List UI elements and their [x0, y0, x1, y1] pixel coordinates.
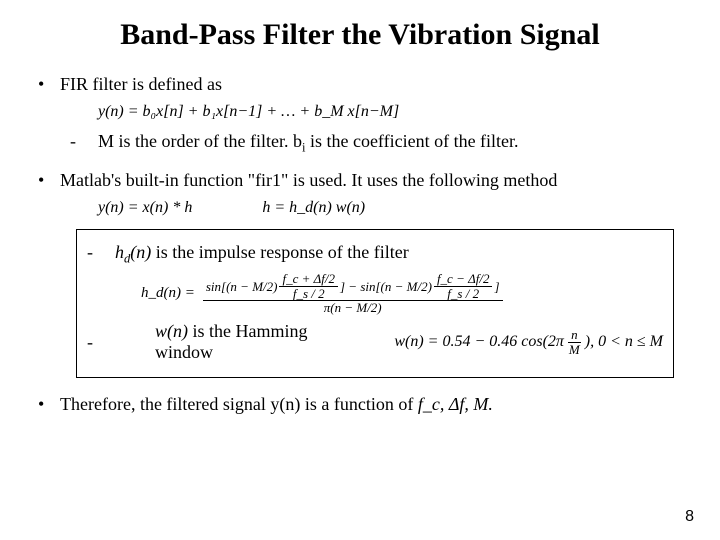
dash-wn-text: w(n) is the Hamming window: [155, 321, 354, 363]
eq-w-num: n: [568, 328, 581, 343]
bullet-dot-icon: •: [36, 394, 60, 415]
dash-icon: -: [87, 332, 115, 353]
dash-m-order: - M is the order of the filter. bi is th…: [70, 131, 684, 156]
equation-yconv: y(n) = x(n) * h: [98, 199, 192, 217]
eq-w-lhs: w(n) = 0.54 − 0.46 cos(2π: [394, 333, 564, 351]
bullet-therefore-prefix: Therefore, the filtered signal y(n) is a…: [60, 394, 418, 414]
dash-m-part2: is the coefficient of the filter.: [305, 131, 518, 151]
equation-hamming: w(n) = 0.54 − 0.46 cos(2π n M ), 0 < n ≤…: [394, 328, 663, 356]
dash-icon: -: [87, 242, 115, 263]
dash-icon: -: [70, 131, 98, 152]
equation-fir: y(n) = b₀x[n] + b₁x[n−1] + … + b_M x[n−M…: [98, 103, 684, 121]
page-title: Band-Pass Filter the Vibration Signal: [36, 18, 684, 52]
dash-hd: - hd(n) is the impulse response of the f…: [87, 242, 663, 267]
dash-hd-text: hd(n) is the impulse response of the fil…: [115, 242, 409, 267]
eq-w-den: M: [566, 343, 583, 357]
eq-hd-num-b: ] − sin[(n − M/2): [340, 280, 432, 294]
eq-hd-if2-num: f_c − Δf/2: [434, 272, 493, 287]
eq-hd-innerfrac1: f_c + Δf/2 f_s / 2: [279, 272, 338, 300]
equation-convolution-row: y(n) = x(n) * h h = h_d(n) w(n): [98, 199, 684, 217]
equation-hwindow: h = h_d(n) w(n): [262, 199, 365, 217]
eq-hd-if2-den: f_s / 2: [444, 287, 482, 301]
eq-w-rhs: ), 0 < n ≤ M: [585, 333, 663, 351]
eq-hd-innerfrac2: f_c − Δf/2 f_s / 2: [434, 272, 493, 300]
dash-hd-rest: is the impulse response of the filter: [151, 242, 408, 262]
bullet-therefore-vars: f_c, Δf, M.: [418, 394, 493, 414]
bullet-therefore: • Therefore, the filtered signal y(n) is…: [36, 394, 684, 415]
eq-hd-if1-den: f_s / 2: [290, 287, 328, 301]
eq-hd-num-a: sin[(n − M/2): [206, 280, 278, 294]
dash-m-order-text: M is the order of the filter. bi is the …: [98, 131, 519, 156]
eq-w-frac: n M: [566, 328, 583, 356]
bullet-fir-text: FIR filter is defined as: [60, 74, 222, 95]
eq-hd-if1-num: f_c + Δf/2: [279, 272, 338, 287]
boxed-definitions: - hd(n) is the impulse response of the f…: [76, 229, 674, 379]
dash-hd-h: h: [115, 242, 124, 262]
eq-hd-den: π(n − M/2): [321, 301, 385, 315]
page-number: 8: [685, 508, 694, 526]
bullet-matlab-text: Matlab's built-in function "fir1" is use…: [60, 170, 557, 191]
bullet-dot-icon: •: [36, 74, 60, 95]
equation-hd: h_d(n) = sin[(n − M/2) f_c + Δf/2 f_s / …: [141, 272, 663, 315]
eq-hd-num-c: ]: [494, 280, 499, 294]
eq-hd-numerator: sin[(n − M/2) f_c + Δf/2 f_s / 2 ] − sin…: [203, 272, 503, 301]
bullet-dot-icon: •: [36, 170, 60, 191]
dash-wn: - w(n) is the Hamming window w(n) = 0.54…: [87, 321, 663, 363]
bullet-fir-defined: • FIR filter is defined as: [36, 74, 684, 95]
bullet-matlab-fir1: • Matlab's built-in function "fir1" is u…: [36, 170, 684, 191]
dash-m-part1: M is the order of the filter. b: [98, 131, 302, 151]
eq-hd-bigfrac: sin[(n − M/2) f_c + Δf/2 f_s / 2 ] − sin…: [203, 272, 503, 315]
dash-hd-arg: (n): [130, 242, 151, 262]
eq-hd-lhs: h_d(n) =: [141, 285, 195, 302]
dash-wn-var: w(n): [155, 321, 188, 341]
bullet-therefore-text: Therefore, the filtered signal y(n) is a…: [60, 394, 493, 415]
